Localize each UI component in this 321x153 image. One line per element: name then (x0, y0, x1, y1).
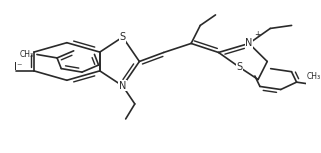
Text: I⁻: I⁻ (13, 62, 22, 73)
Text: CH₃: CH₃ (20, 50, 34, 59)
Text: S: S (237, 62, 243, 73)
Text: +: + (254, 30, 260, 39)
Text: CH₃: CH₃ (307, 72, 321, 81)
Text: N: N (119, 81, 126, 91)
Text: S: S (119, 32, 126, 42)
Text: N: N (245, 38, 253, 49)
